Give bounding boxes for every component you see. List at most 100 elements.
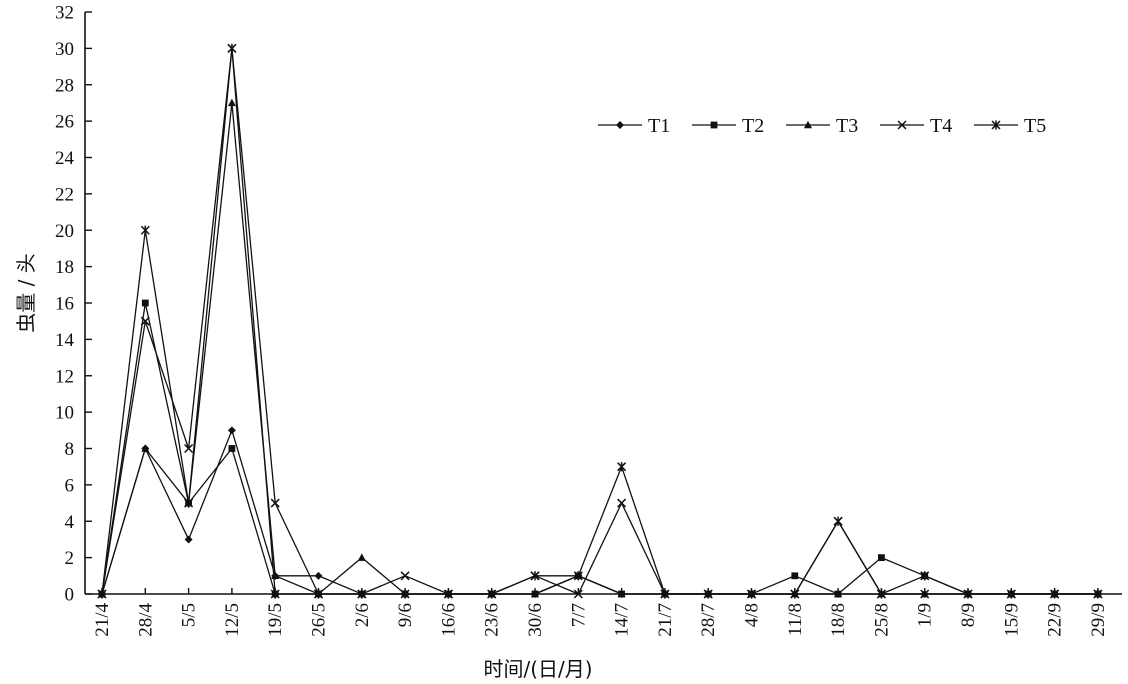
- x-tick-label: 14/7: [612, 603, 633, 637]
- x-tick-label: 22/9: [1045, 603, 1066, 637]
- x-tick-label: 9/6: [395, 603, 416, 627]
- y-tick-label: 14: [55, 330, 75, 351]
- x-tick-label: 4/8: [742, 603, 763, 627]
- data-point-t5: [1050, 589, 1060, 599]
- data-point-t5: [876, 589, 886, 599]
- legend-marker-t1: [616, 121, 624, 129]
- data-point-t5: [1006, 589, 1016, 599]
- legend-label-t2: T2: [742, 115, 764, 137]
- y-tick-label: 8: [65, 439, 75, 460]
- x-ticks: 21/4 28/4 5/5 12/5 19/5 26/5 2/6 9/6 16/6 23/6 30/…: [92, 588, 1109, 637]
- legend-item-t3: T3: [786, 115, 858, 137]
- x-tick-label: 16/6: [438, 603, 459, 637]
- series-line-t2: [101, 302, 1098, 595]
- x-tick-label: 18/8: [828, 603, 849, 637]
- data-point-t4: [140, 316, 150, 326]
- data-point-t5: [400, 589, 410, 599]
- x-tick-label: 15/9: [1001, 603, 1022, 637]
- data-point-t5: [313, 589, 324, 599]
- data-point-t5: [703, 589, 713, 599]
- legend-marker-t2: [710, 121, 718, 129]
- y-tick-label: 10: [55, 403, 74, 424]
- data-point-t5: [357, 589, 367, 599]
- data-point-t5: [270, 589, 280, 599]
- legend: T1 T2 T3 T4 T5: [598, 115, 1046, 137]
- x-tick-label: 8/9: [958, 603, 979, 627]
- x-tick-label: 23/6: [482, 603, 503, 637]
- x-tick-label: 29/9: [1088, 603, 1109, 637]
- data-point-t4: [920, 589, 930, 599]
- x-tick-label: 28/7: [698, 603, 719, 637]
- data-point-t5: [530, 571, 540, 581]
- data-point-t5: [184, 498, 194, 508]
- y-tick-label: 4: [65, 512, 75, 533]
- x-tick-label: 19/5: [265, 603, 286, 637]
- data-point-t5: [746, 589, 757, 599]
- data-point-t2: [878, 554, 885, 562]
- y-tick-label: 28: [55, 75, 74, 96]
- data-point-t4: [400, 571, 410, 581]
- series-line-t5: [101, 48, 1098, 595]
- legend-item-t2: T2: [692, 115, 764, 137]
- data-point-t5: [443, 589, 453, 599]
- x-tick-label: 2/6: [352, 603, 373, 627]
- y-tick-label: 20: [55, 221, 74, 242]
- y-tick-label: 22: [55, 184, 74, 205]
- x-tick-label: 25/8: [871, 603, 892, 637]
- data-point-t4: [270, 498, 280, 508]
- data-point-t5: [97, 589, 107, 599]
- data-point-t4: [573, 589, 583, 599]
- data-point-t5: [920, 571, 930, 581]
- series-t2: [98, 299, 1102, 598]
- legend-marker-t3: [804, 120, 812, 129]
- legend-label-t3: T3: [836, 115, 858, 137]
- y-tick-label: 0: [65, 585, 75, 606]
- y-tick-label: 26: [55, 112, 74, 133]
- data-point-t3: [357, 553, 366, 561]
- series-t5: [97, 43, 1103, 599]
- series-layer: [97, 43, 1103, 599]
- y-tick-label: 2: [65, 548, 75, 569]
- data-point-t2: [791, 572, 799, 580]
- x-tick-label: 12/5: [222, 603, 243, 637]
- data-point-t5: [1093, 589, 1103, 599]
- data-point-t4: [184, 443, 194, 454]
- data-point-t3: [227, 98, 236, 107]
- data-point-t1: [184, 535, 193, 544]
- y-tick-label: 24: [55, 148, 75, 169]
- x-tick-label: 5/5: [179, 603, 200, 627]
- x-tick-label: 30/6: [525, 603, 546, 637]
- y-axis-title: 虫量 / 头: [14, 253, 38, 332]
- y-tick-label: 6: [65, 475, 75, 496]
- data-point-t3: [617, 589, 626, 598]
- data-point-t2: [141, 299, 149, 307]
- legend-marker-t4: [897, 120, 907, 130]
- data-point-t1: [314, 571, 323, 580]
- data-point-t5: [573, 571, 583, 581]
- data-point-t5: [660, 589, 670, 599]
- data-point-t5: [227, 43, 237, 53]
- data-point-t5: [790, 589, 800, 599]
- data-point-t3: [834, 589, 843, 598]
- y-tick-label: 12: [55, 366, 74, 387]
- data-point-t5: [487, 589, 497, 599]
- data-point-t5: [140, 225, 150, 235]
- x-tick-label: 11/8: [785, 603, 806, 636]
- y-tick-label: 30: [55, 39, 74, 60]
- series-t1: [98, 426, 1102, 598]
- legend-item-t5: T5: [974, 115, 1046, 137]
- data-point-t3: [531, 589, 539, 598]
- x-axis-title: 时间/(日/月): [483, 657, 592, 681]
- y-tick-label: 16: [55, 294, 74, 315]
- x-tick-label: 28/4: [135, 603, 156, 637]
- data-point-t3: [271, 571, 280, 580]
- legend-label-t5: T5: [1024, 115, 1046, 137]
- legend-marker-t5: [991, 120, 1001, 130]
- series-line-t4: [101, 48, 1098, 595]
- data-point-t5: [833, 516, 843, 526]
- data-point-t4: [617, 498, 627, 508]
- x-tick-label: 26/5: [309, 603, 330, 637]
